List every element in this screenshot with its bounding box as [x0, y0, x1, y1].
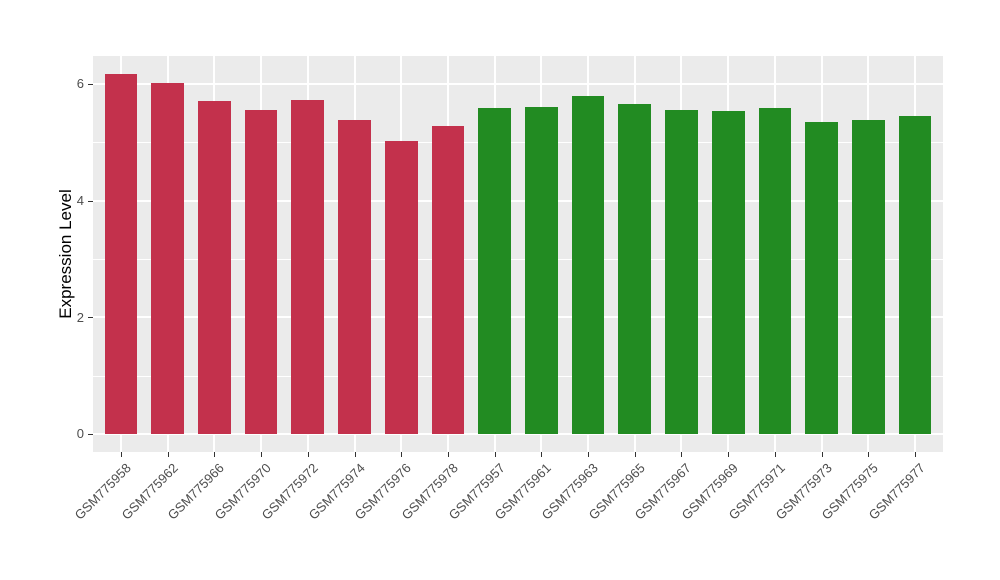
x-tick-mark: [261, 452, 263, 457]
bar: [151, 82, 185, 434]
x-tick-mark: [634, 452, 636, 457]
bar: [291, 100, 325, 434]
x-tick-mark: [588, 452, 590, 457]
x-tick-mark: [728, 452, 730, 457]
gridline-minor-horizontal: [93, 142, 943, 144]
bar: [758, 108, 792, 434]
bar: [198, 101, 231, 434]
x-tick-mark: [167, 452, 169, 457]
plot-panel: [93, 56, 943, 452]
x-tick-mark: [774, 452, 776, 457]
bar: [898, 116, 932, 434]
bar: [104, 74, 138, 434]
y-axis-title: Expression Level: [56, 189, 75, 319]
x-tick-mark: [868, 452, 870, 457]
gridline-minor-horizontal: [93, 375, 943, 377]
y-tick-label: 2: [76, 309, 84, 325]
x-tick-mark: [821, 452, 823, 457]
x-tick-mark: [681, 452, 683, 457]
gridline-major-horizontal: [93, 82, 943, 85]
x-tick-mark: [214, 452, 216, 457]
y-tick-label: 6: [76, 76, 84, 92]
bar: [665, 109, 698, 434]
y-tick-mark: [88, 433, 93, 435]
gridline-major-horizontal: [93, 316, 943, 319]
x-tick-mark: [121, 452, 123, 457]
x-tick-mark: [541, 452, 543, 457]
bar: [384, 141, 418, 434]
y-tick-mark: [88, 200, 93, 202]
gridline-minor-horizontal: [93, 258, 943, 260]
bar: [478, 108, 511, 434]
bar: [244, 109, 278, 434]
gridline-major-horizontal: [93, 432, 943, 435]
bar: [571, 95, 605, 434]
bar: [338, 120, 371, 434]
x-tick-mark: [494, 452, 496, 457]
bar: [431, 125, 465, 434]
x-tick-mark: [914, 452, 916, 457]
x-tick-mark: [307, 452, 309, 457]
bar: [805, 122, 838, 434]
bar: [711, 111, 745, 434]
y-tick-mark: [88, 83, 93, 85]
bar: [851, 119, 885, 434]
x-tick-mark: [401, 452, 403, 457]
y-tick-label: 4: [76, 193, 84, 209]
y-tick-mark: [88, 317, 93, 319]
gridline-major-horizontal: [93, 199, 943, 202]
bar: [525, 107, 558, 434]
y-tick-label: 0: [76, 426, 84, 442]
x-tick-mark: [447, 452, 449, 457]
x-tick-mark: [354, 452, 356, 457]
bar: [618, 104, 652, 434]
